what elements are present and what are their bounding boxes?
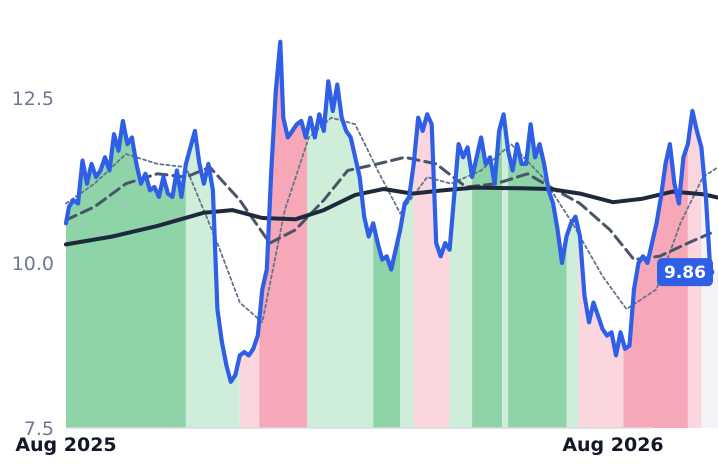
y-tick-label: 7.5 [24, 418, 54, 440]
series-lines [63, 39, 718, 384]
regime-band-green-strong [373, 223, 401, 428]
regime-band-green-strong [508, 124, 567, 429]
regime-band-green-light [185, 130, 240, 428]
regime-band-green-strong [472, 119, 503, 429]
y-tick-labels: 7.5 10.0 12.5 [12, 88, 54, 440]
series-line-mid-avg [64, 155, 712, 262]
regime-bands [66, 41, 718, 429]
y-tick-label: 12.5 [12, 88, 54, 110]
last-value-badge [657, 258, 713, 287]
series-line-fast-avg [65, 116, 718, 324]
regime-band-green-strong [66, 121, 186, 428]
x-tick-labels: Aug 2025 Aug 2026 [15, 434, 663, 456]
regime-band-green-light [566, 216, 579, 428]
last-value-label: 9.86 [664, 263, 706, 283]
regime-band-red-strong [623, 144, 688, 428]
y-tick-label: 10.0 [12, 253, 54, 275]
regime-band-green-light [449, 144, 473, 428]
series-line-price [63, 39, 713, 384]
regime-band-green-light [400, 163, 414, 428]
x-tick-label: Aug 2026 [562, 434, 663, 456]
x-tick-label: Aug 2025 [15, 434, 116, 456]
regime-band-red-strong [259, 41, 308, 428]
regime-band-green-light [502, 114, 509, 429]
last-value-marker: 9.86 [657, 258, 717, 287]
